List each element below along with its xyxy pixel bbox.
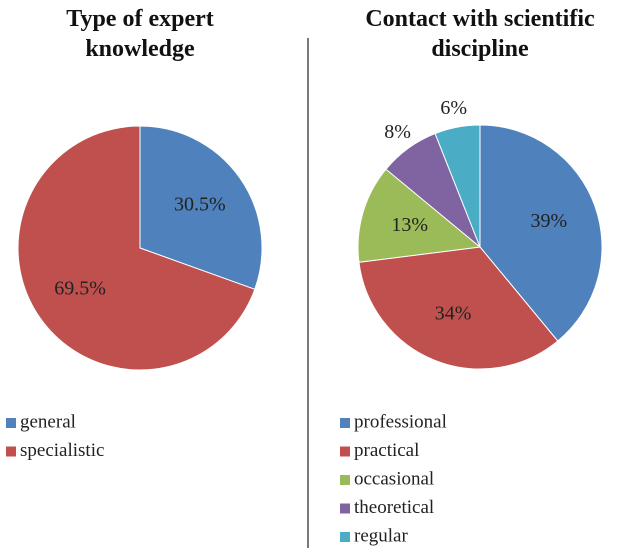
legend-label: theoretical bbox=[354, 497, 434, 518]
legend-swatch bbox=[340, 446, 350, 457]
pie-slice bbox=[357, 168, 482, 263]
legend-label: practical bbox=[354, 440, 419, 461]
slice-label: 69.5% bbox=[54, 278, 106, 300]
pie-slice bbox=[358, 246, 559, 370]
legend-label: regular bbox=[354, 525, 408, 546]
legend-label: specialistic bbox=[20, 440, 104, 461]
slice-label: 13% bbox=[391, 214, 428, 236]
legend-swatch bbox=[340, 532, 350, 542]
pie-slice bbox=[479, 124, 603, 342]
legend-swatch bbox=[340, 475, 350, 485]
legend-label: professional bbox=[354, 411, 447, 432]
legend-swatch bbox=[340, 503, 350, 514]
pie-slice bbox=[434, 124, 481, 248]
legend-swatch bbox=[6, 418, 16, 428]
legend-swatch bbox=[340, 418, 350, 428]
slice-label: 39% bbox=[531, 210, 568, 232]
legend-swatch bbox=[6, 446, 16, 457]
pie-slice bbox=[139, 125, 263, 290]
pie-slice bbox=[17, 125, 256, 371]
slice-label: 8% bbox=[384, 121, 411, 143]
slice-label: 6% bbox=[440, 97, 467, 119]
chart-title: Type of expert knowledge bbox=[66, 6, 214, 62]
chart-title: Contact with scientific discipline bbox=[365, 6, 595, 62]
slice-label: 30.5% bbox=[174, 194, 226, 216]
slice-label: 34% bbox=[435, 303, 472, 325]
legend-label: occasional bbox=[354, 468, 434, 489]
legend-label: general bbox=[20, 411, 76, 432]
